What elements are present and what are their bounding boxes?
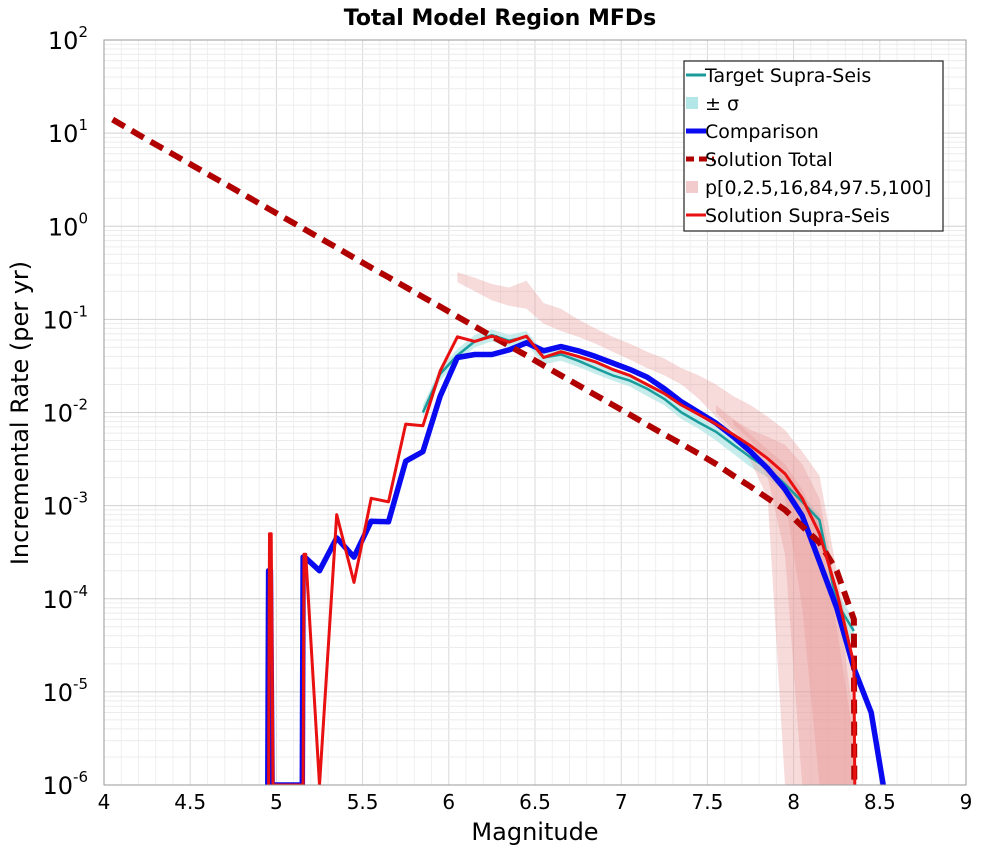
band-area — [457, 272, 854, 785]
y-tick-label: 100 — [48, 209, 88, 241]
legend-label: p[0,2.5,16,84,97.5,100] — [705, 177, 931, 199]
y-axis-ticks: 10-6 10-5 10-4 10-3 10-2 10-1 100 101 102 — [42, 23, 88, 800]
y-tick-label: 10-5 — [42, 675, 88, 707]
x-tick-label: 4.5 — [174, 790, 206, 814]
series-layer — [111, 116, 886, 785]
x-tick-label: 7 — [615, 790, 628, 814]
x-tick-label: 6.5 — [519, 790, 551, 814]
y-tick-label: 10-3 — [42, 489, 88, 521]
legend-label: Target Supra-Seis — [704, 65, 871, 87]
series-line — [267, 334, 857, 785]
band-area — [716, 405, 854, 785]
x-axis-label: Magnitude — [471, 818, 598, 846]
series-line — [265, 340, 886, 785]
x-tick-label: 8 — [787, 790, 800, 814]
y-tick-label: 101 — [48, 116, 88, 148]
x-tick-label: 7.5 — [691, 790, 723, 814]
legend-label: ± σ — [705, 93, 739, 115]
x-tick-label: 9 — [960, 790, 973, 814]
chart-title: Total Model Region MFDs — [344, 6, 657, 31]
y-tick-label: 10-2 — [42, 396, 88, 428]
series-line — [111, 116, 858, 785]
legend-label: Solution Supra-Seis — [705, 205, 890, 227]
plot-frame — [103, 39, 967, 786]
x-tick-label: 8.5 — [864, 790, 896, 814]
bands-layer — [422, 272, 854, 785]
legend: Target Supra-Seis ± σ Comparison Solution T… — [683, 60, 944, 232]
y-axis-label: Incremental Rate (per yr) — [6, 261, 34, 565]
band-area — [733, 419, 854, 785]
legend-label: Solution Total — [705, 149, 833, 171]
x-tick-label: 5 — [270, 790, 283, 814]
y-tick-label: 102 — [48, 23, 88, 55]
y-tick-label: 10-6 — [42, 768, 88, 800]
x-tick-label: 6 — [442, 790, 455, 814]
legend-box — [683, 60, 944, 232]
x-axis-ticks: 4 4.5 5 5.5 6 6.5 7 7.5 8 8.5 9 — [98, 790, 973, 814]
legend-label: Comparison — [705, 121, 819, 143]
y-tick-label: 10-1 — [42, 302, 88, 334]
y-tick-label: 10-4 — [42, 582, 88, 614]
x-tick-label: 5.5 — [347, 790, 379, 814]
x-tick-label: 4 — [98, 790, 111, 814]
grid-lines — [103, 40, 967, 786]
legend-swatch — [686, 181, 698, 193]
legend-swatch — [686, 97, 698, 109]
